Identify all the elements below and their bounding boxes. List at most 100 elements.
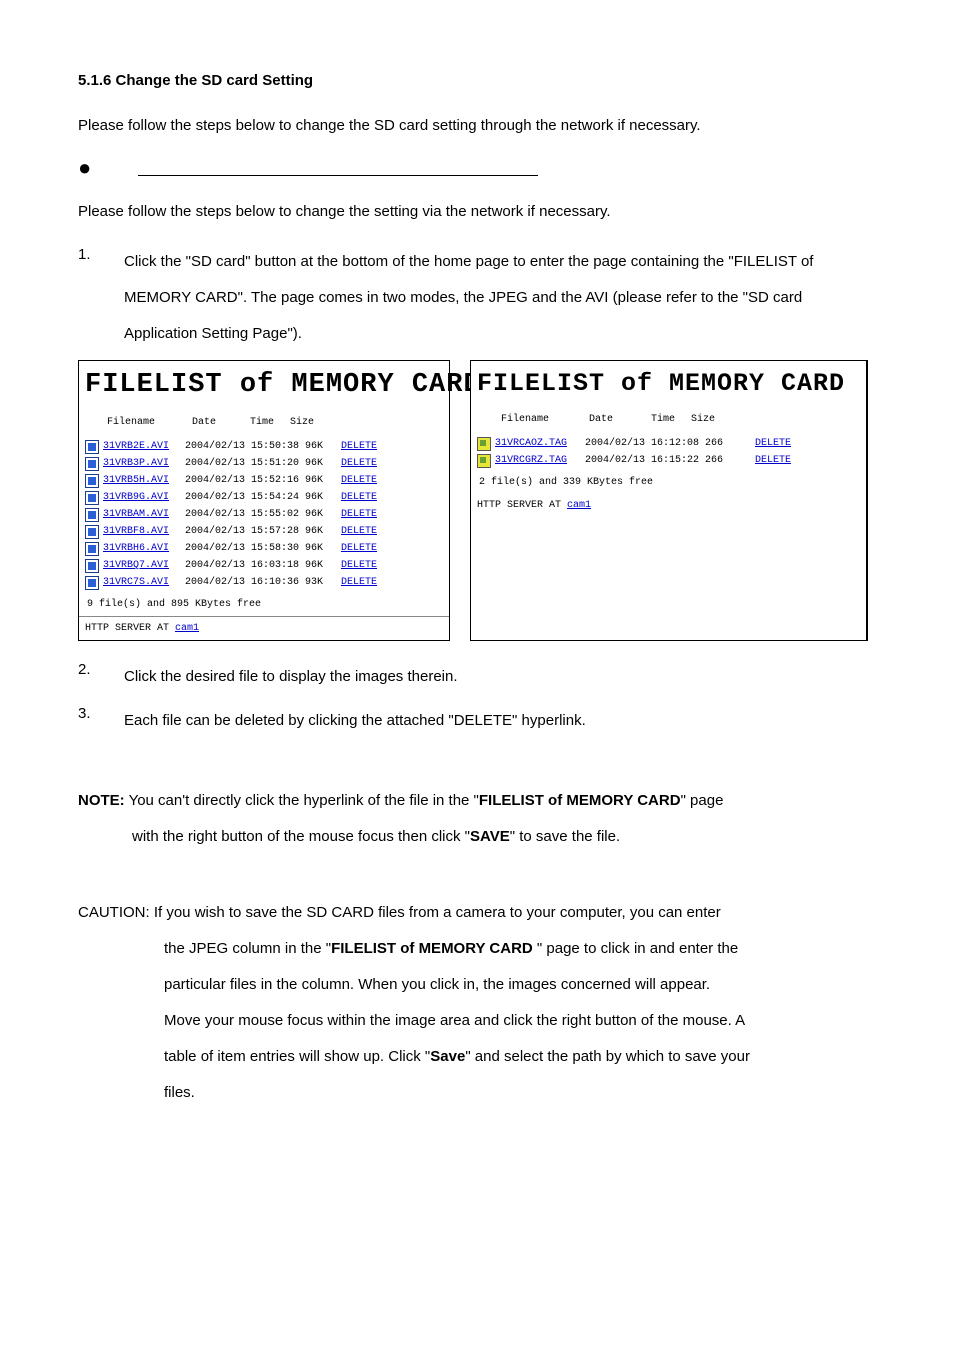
columns-header: Filename Date Time Size [79, 405, 449, 438]
file-row: 31VRB3P.AVI2004/02/13 15:51:20 96KDELETE [79, 455, 449, 472]
caution-bold: Save [430, 1048, 465, 1065]
bullet-icon: ● [78, 157, 138, 179]
server-line: HTTP SERVER AT cam1 [79, 616, 449, 640]
intro-paragraph-2: Please follow the steps below to change … [78, 201, 876, 224]
col-date: Date [589, 412, 651, 427]
caution-text: table of item entries will show up. Clic… [164, 1048, 430, 1065]
section-heading: 5.1.6 Change the SD card Setting [78, 70, 876, 93]
panel-title: FILELIST of MEMORY CARD [471, 361, 866, 403]
server-prefix: HTTP SERVER AT [85, 623, 175, 634]
file-row: 31VRC7S.AVI2004/02/13 16:10:36 93KDELETE [79, 574, 449, 591]
note-block: NOTE: You can't directly click the hyper… [78, 783, 876, 855]
caution-text: the JPEG column in the " [164, 940, 331, 957]
file-link[interactable]: 31VRBH6.AVI [103, 541, 185, 556]
note-bold: FILELIST of MEMORY CARD [479, 792, 681, 809]
note-label: NOTE: [78, 792, 125, 809]
file-row: 31VRBAM.AVI2004/02/13 15:55:02 96KDELETE [79, 506, 449, 523]
file-icon [477, 454, 491, 468]
file-row: 31VRBF8.AVI2004/02/13 15:57:28 96KDELETE [79, 523, 449, 540]
file-icon [85, 474, 99, 488]
caution-line: particular files in the column. When you… [78, 967, 876, 1003]
caution-line: the JPEG column in the "FILELIST of MEMO… [78, 931, 876, 967]
delete-link[interactable]: DELETE [341, 541, 377, 556]
file-link[interactable]: 31VRBF8.AVI [103, 524, 185, 539]
file-meta: 2004/02/13 15:55:02 96K [185, 507, 341, 522]
delete-link[interactable]: DELETE [341, 473, 377, 488]
file-icon [85, 542, 99, 556]
file-link[interactable]: 31VRC7S.AVI [103, 575, 185, 590]
step-body: Click the desired file to display the im… [124, 659, 876, 695]
delete-link[interactable]: DELETE [341, 456, 377, 471]
note-text: You can't directly click the hyperlink o… [125, 792, 479, 809]
file-meta: 2004/02/13 16:15:22 266 [585, 453, 755, 468]
step-number: 2. [78, 659, 124, 695]
col-size: Size [691, 412, 731, 427]
file-row: 31VRB2E.AVI2004/02/13 15:50:38 96KDELETE [79, 438, 449, 455]
file-link[interactable]: 31VRCGRZ.TAG [495, 453, 585, 468]
file-row: 31VRCGRZ.TAG2004/02/13 16:15:22 266DELET… [471, 452, 866, 469]
server-link[interactable]: cam1 [567, 500, 591, 511]
col-filename: Filename [501, 412, 589, 427]
col-size: Size [290, 415, 330, 430]
server-link[interactable]: cam1 [175, 623, 199, 634]
file-link[interactable]: 31VRB2E.AVI [103, 439, 185, 454]
file-icon [85, 491, 99, 505]
file-row: 31VRCAOZ.TAG2004/02/13 16:12:08 266DELET… [471, 435, 866, 452]
file-link[interactable]: 31VRBAM.AVI [103, 507, 185, 522]
file-meta: 2004/02/13 15:54:24 96K [185, 490, 341, 505]
file-meta: 2004/02/13 15:51:20 96K [185, 456, 341, 471]
step-number: 3. [78, 703, 124, 739]
caution-text: " page to click in and enter the [537, 940, 738, 957]
file-icon [477, 437, 491, 451]
step-2: 2. Click the desired file to display the… [78, 659, 876, 695]
server-prefix: HTTP SERVER AT [477, 500, 567, 511]
file-icon [85, 457, 99, 471]
file-row: 31VRB9G.AVI2004/02/13 15:54:24 96KDELETE [79, 489, 449, 506]
intro-paragraph-1: Please follow the steps below to change … [78, 115, 876, 138]
file-link[interactable]: 31VRB9G.AVI [103, 490, 185, 505]
delete-link[interactable]: DELETE [341, 490, 377, 505]
caution-line: files. [78, 1075, 876, 1111]
file-link[interactable]: 31VRB3P.AVI [103, 456, 185, 471]
underline-placeholder [138, 160, 538, 176]
file-link[interactable]: 31VRCAOZ.TAG [495, 436, 585, 451]
file-link[interactable]: 31VRB5H.AVI [103, 473, 185, 488]
delete-link[interactable]: DELETE [341, 558, 377, 573]
summary-line: 9 file(s) and 895 KBytes free [79, 591, 449, 616]
delete-link[interactable]: DELETE [341, 439, 377, 454]
delete-link[interactable]: DELETE [341, 575, 377, 590]
delete-link[interactable]: DELETE [755, 453, 791, 468]
caution-text: " and select the path by which to save y… [465, 1048, 750, 1065]
delete-link[interactable]: DELETE [341, 524, 377, 539]
panel-title: FILELIST of MEMORY CARD [79, 361, 449, 406]
note-text: " to save the file. [510, 828, 620, 845]
file-meta: 2004/02/13 15:52:16 96K [185, 473, 341, 488]
filelist-panel-tag: FILELIST of MEMORY CARD Filename Date Ti… [470, 360, 868, 642]
file-row: 31VRBH6.AVI2004/02/13 15:58:30 96KDELETE [79, 540, 449, 557]
file-meta: 2004/02/13 16:12:08 266 [585, 436, 755, 451]
file-link[interactable]: 31VRBQ7.AVI [103, 558, 185, 573]
note-text: " page [681, 792, 724, 809]
col-filename: Filename [107, 415, 192, 430]
caution-label: CAUTION: [78, 904, 150, 921]
file-icon [85, 440, 99, 454]
file-row: 31VRB5H.AVI2004/02/13 15:52:16 96KDELETE [79, 472, 449, 489]
col-time: Time [250, 415, 290, 430]
file-icon [85, 559, 99, 573]
caution-line: table of item entries will show up. Clic… [78, 1039, 876, 1075]
delete-link[interactable]: DELETE [755, 436, 791, 451]
file-meta: 2004/02/13 15:57:28 96K [185, 524, 341, 539]
columns-header: Filename Date Time Size [471, 402, 866, 435]
file-icon [85, 576, 99, 590]
step-number: 1. [78, 244, 124, 352]
file-icon [85, 508, 99, 522]
server-line: HTTP SERVER AT cam1 [471, 494, 866, 517]
file-icon [85, 525, 99, 539]
caution-text: If you wish to save the SD CARD files fr… [150, 904, 721, 921]
caution-bold: FILELIST of MEMORY CARD [331, 940, 537, 957]
filelist-panel-avi: FILELIST of MEMORY CARD Filename Date Ti… [78, 360, 450, 642]
step-1: 1. Click the "SD card" button at the bot… [78, 244, 876, 352]
delete-link[interactable]: DELETE [341, 507, 377, 522]
step-3: 3. Each file can be deleted by clicking … [78, 703, 876, 739]
file-meta: 2004/02/13 16:10:36 93K [185, 575, 341, 590]
